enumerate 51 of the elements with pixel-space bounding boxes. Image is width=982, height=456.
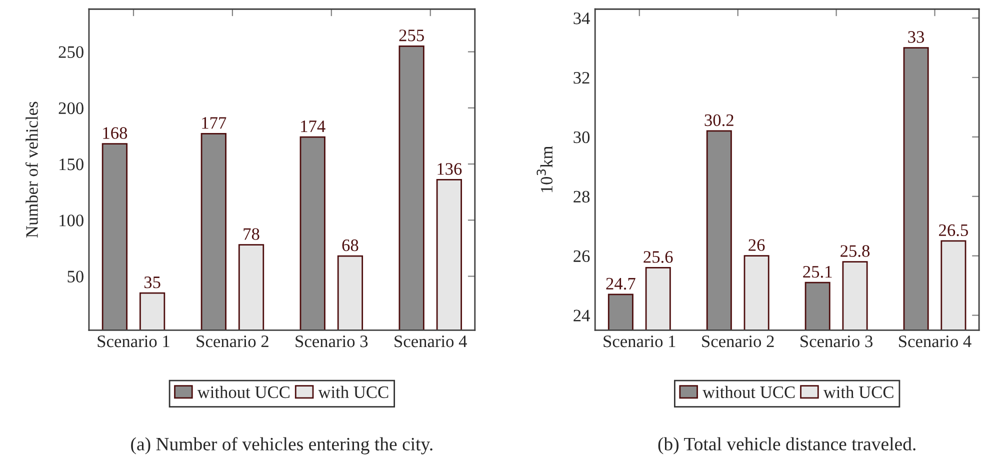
bar — [398, 45, 424, 330]
x-tick-label: Scenario 4 — [899, 336, 972, 348]
data-label: 78 — [244, 228, 260, 240]
data-label: 168 — [103, 127, 128, 139]
bar — [238, 244, 264, 330]
data-label: 136 — [438, 163, 462, 175]
x-tick-label: Scenario 3 — [800, 336, 872, 348]
data-label: 35 — [144, 276, 160, 288]
x-tick-label: Scenario 1 — [98, 336, 170, 348]
x-tick-label: Scenario 2 — [702, 336, 774, 348]
x-tick-label: Scenario 2 — [196, 336, 268, 348]
y-tick-label: 30 — [574, 131, 590, 144]
x-tick-label: Scenario 1 — [604, 336, 676, 348]
y-tick-label: 250 — [58, 46, 84, 58]
text: (a) Number of vehicles entering the city. — [131, 437, 432, 454]
bar — [436, 179, 462, 330]
data-label: 68 — [342, 239, 358, 252]
legend-label: without UCC — [197, 386, 290, 398]
data-label: 177 — [202, 117, 226, 129]
y-axis-title: Number of vehicles — [25, 102, 38, 238]
data-label: 33 — [908, 31, 924, 43]
y-tick-label: 32 — [574, 72, 590, 84]
y-tick-label: 50 — [68, 270, 84, 282]
data-label: 30.2 — [704, 114, 734, 126]
data-label: 174 — [301, 120, 326, 132]
bar — [139, 292, 166, 330]
y-tick-label: 34 — [574, 12, 590, 24]
y-tick-label: 28 — [574, 190, 590, 203]
y-tick-label: 26 — [574, 250, 590, 262]
y-tick-label: 24 — [574, 310, 590, 322]
legend-label: without UCC — [702, 386, 795, 398]
x-tick-label: Scenario 3 — [296, 336, 368, 348]
y-tick-label: 100 — [60, 214, 84, 226]
y-tick-label: 150 — [60, 158, 84, 170]
data-label: 25.6 — [644, 251, 673, 263]
y-tick-label: 200 — [58, 102, 84, 114]
y-axis-title: 10$^{3}$km — [536, 146, 553, 192]
data-label: 255 — [399, 30, 424, 42]
data-label: 25.1 — [803, 266, 832, 278]
text: (b) Total vehicle distance traveled. — [658, 437, 916, 454]
data-label: 26.5 — [939, 224, 968, 236]
legend-label: with UCC — [318, 386, 388, 398]
data-label: 25.8 — [840, 245, 870, 257]
bar — [102, 143, 128, 330]
bar — [300, 136, 326, 330]
bar — [337, 255, 364, 330]
x-tick-label: Scenario 4 — [394, 336, 467, 348]
legend-label: with UCC — [823, 386, 894, 398]
data-label: 26 — [748, 239, 765, 251]
bar — [200, 133, 226, 330]
data-label: 24.7 — [606, 278, 636, 290]
